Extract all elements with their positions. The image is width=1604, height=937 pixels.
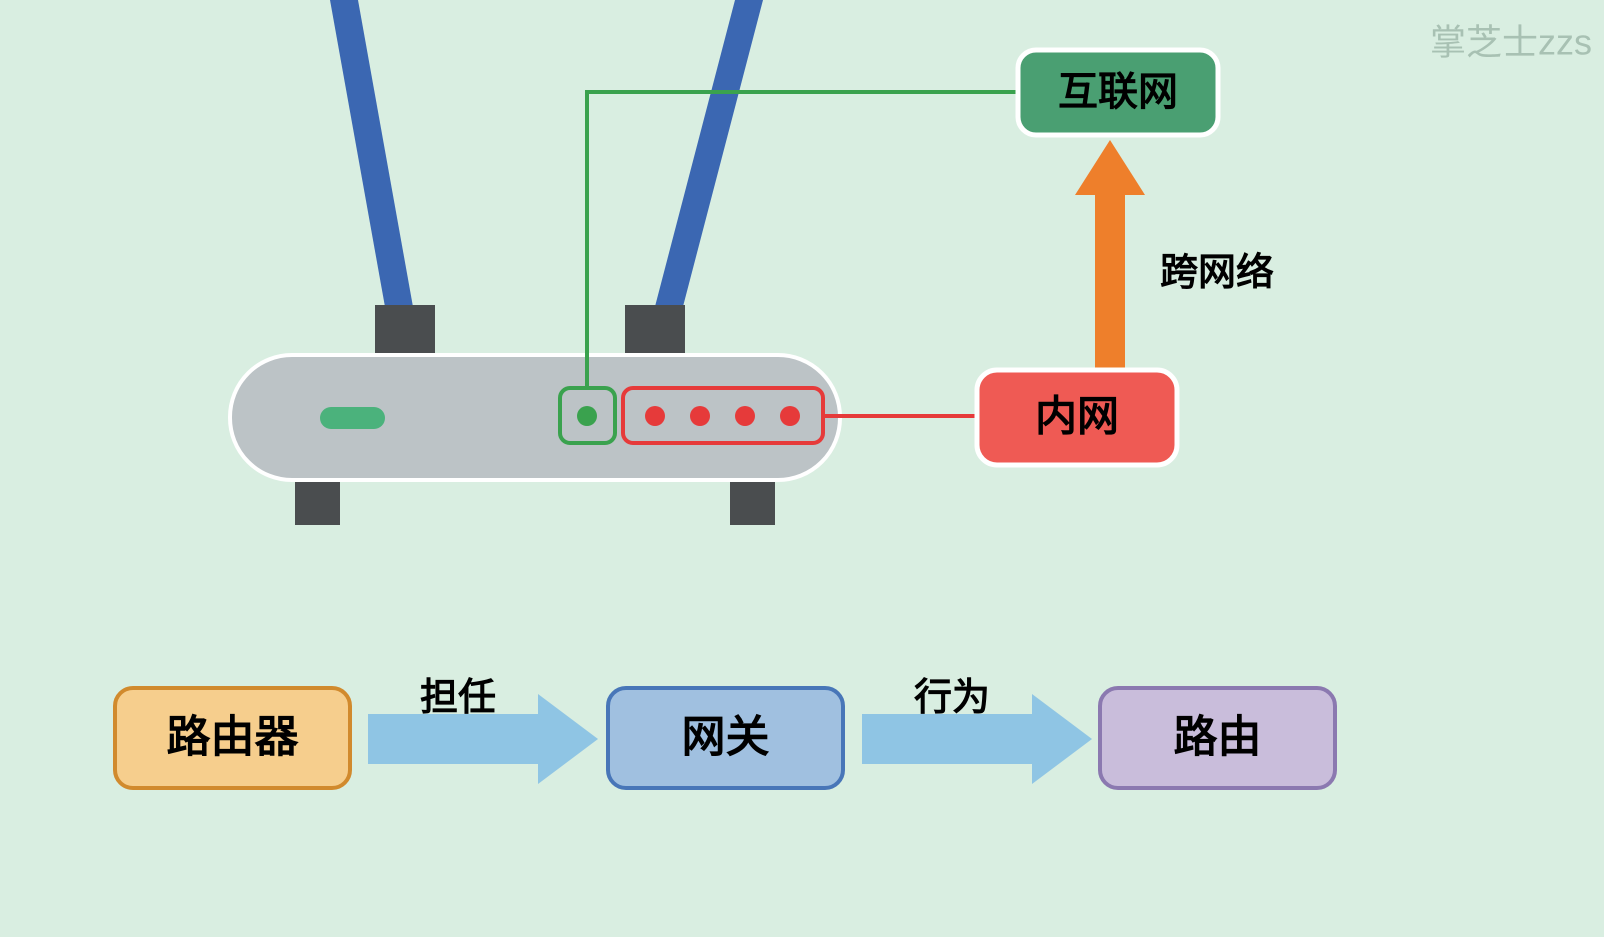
wan-port-led xyxy=(577,406,597,426)
flow-box-routing-label: 路由 xyxy=(1174,713,1262,762)
flow-arrow-serve-as-label: 担任 xyxy=(420,677,496,719)
flow-box-gateway-label: 网关 xyxy=(682,713,770,762)
cross-network-label: 跨网络 xyxy=(1160,251,1274,294)
router-power-led xyxy=(320,407,385,429)
lan-port-led-3 xyxy=(735,406,755,426)
lan-port-led-1 xyxy=(645,406,665,426)
intranet-label: 内网 xyxy=(1035,393,1119,440)
flow-arrow-behavior-label: 行为 xyxy=(914,677,990,719)
flow-arrow-serve-as-shaft xyxy=(368,714,538,764)
cross-network-arrow-shaft xyxy=(1095,183,1125,370)
internet-label: 互联网 xyxy=(1058,70,1178,114)
flow-arrow-behavior-shaft xyxy=(862,714,1032,764)
flow-box-router-label: 路由器 xyxy=(167,713,300,762)
lan-port-led-4 xyxy=(780,406,800,426)
lan-port-led-2 xyxy=(690,406,710,426)
watermark: 掌芝士zzs xyxy=(1430,22,1592,63)
